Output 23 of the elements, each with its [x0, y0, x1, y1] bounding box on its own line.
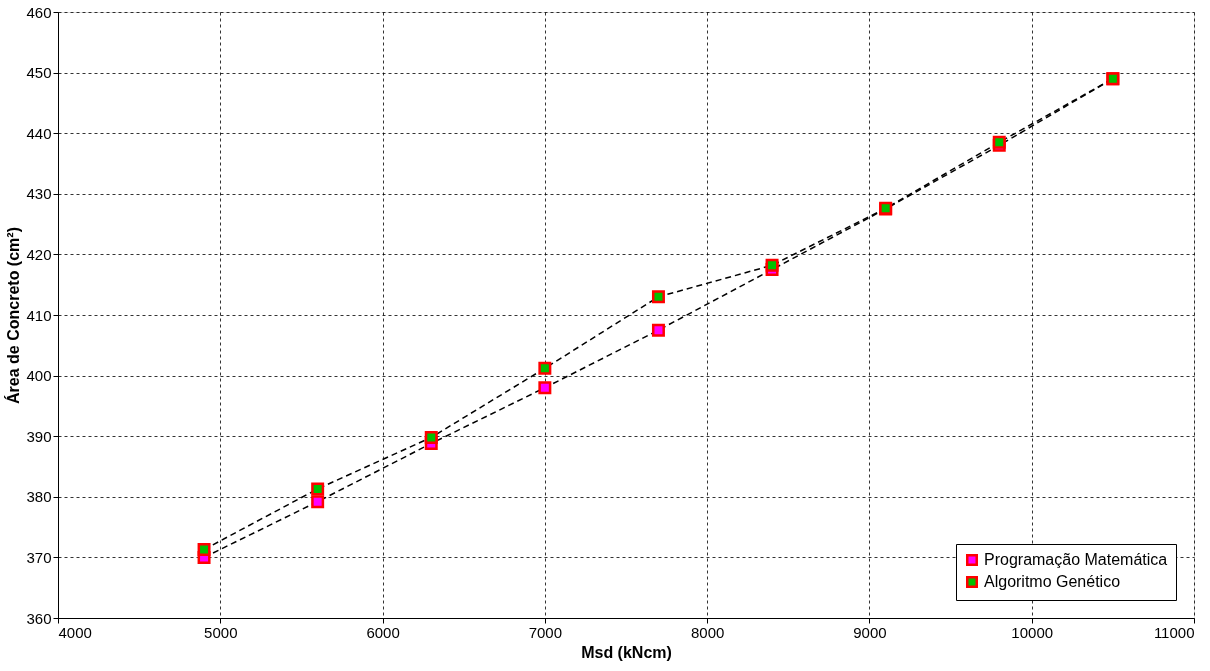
x-tick-label: 11000 — [1153, 623, 1195, 641]
y-tick-label: 420 — [26, 245, 52, 263]
y-tick-label: 450 — [26, 64, 52, 82]
legend-label: Programação Matemática — [984, 551, 1168, 568]
y-tick-label: 410 — [26, 306, 52, 324]
x-tick-label: 5000 — [204, 623, 238, 641]
x-tick-label: 10000 — [1011, 623, 1054, 641]
y-axis-title: Área de Concreto (cm²) — [4, 227, 23, 404]
x-tick-label: 9000 — [853, 623, 887, 641]
y-tick-label: 380 — [26, 488, 52, 506]
y-tick-label: 460 — [26, 3, 52, 21]
y-tick-label: 360 — [26, 609, 52, 627]
x-tick-label: 4000 — [58, 623, 92, 641]
x-tick-label: 8000 — [690, 623, 725, 641]
y-tick-label: 440 — [26, 124, 52, 142]
x-tick-label: 6000 — [366, 623, 400, 641]
y-tick-label: 430 — [26, 185, 52, 203]
y-tick-label: 390 — [26, 427, 52, 445]
y-tick-label: 400 — [26, 367, 52, 385]
x-tick-label: 7000 — [528, 623, 563, 641]
legend-label: Algoritmo Genético — [984, 573, 1121, 590]
x-axis-title: Msd (kNcm) — [581, 643, 672, 661]
y-tick-label: 370 — [26, 548, 52, 566]
